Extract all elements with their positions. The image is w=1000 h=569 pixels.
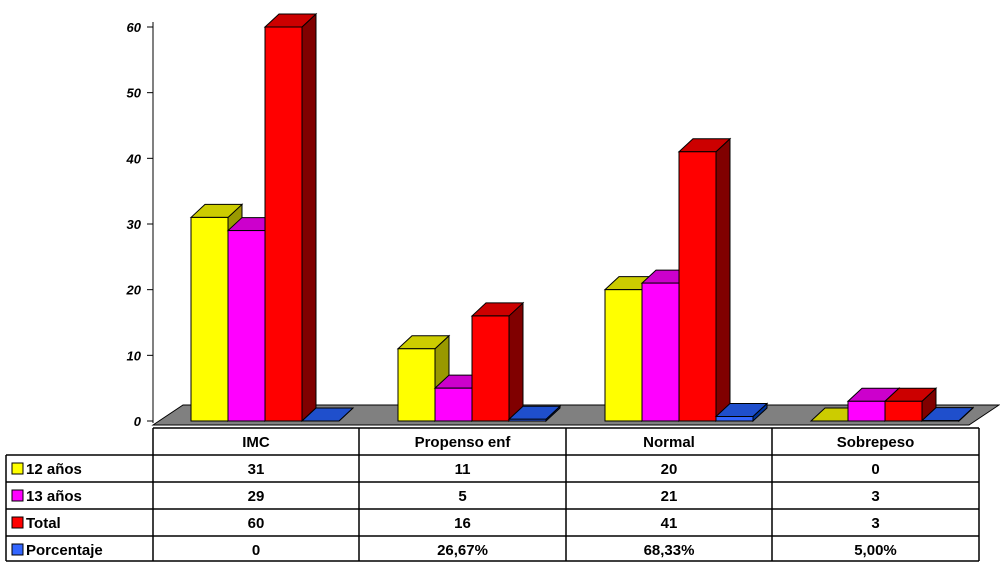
table-cell: 41: [661, 515, 678, 532]
table-cell: 68,33%: [644, 542, 695, 559]
legend-label-12-a-os: 12 años: [26, 461, 82, 478]
bar-total-normal-front: [678, 151, 717, 422]
bar-porcentaje-imc: [300, 407, 355, 422]
bar-total-sobrepeso: [883, 387, 938, 423]
y-tick-label: 0: [134, 414, 142, 429]
table-cell: 21: [661, 488, 678, 505]
bar-12-a-os-propenso-enf-front: [397, 348, 436, 422]
bar-total-imc-side: [301, 12, 317, 423]
table-cell: 16: [454, 515, 471, 532]
y-tick-label: 20: [126, 283, 142, 298]
bar-total-propenso-enf-side: [508, 301, 524, 423]
bar-13-a-os-sobrepeso-front: [847, 400, 886, 422]
bar-12-a-os-imc-front: [190, 216, 229, 422]
y-tick-label: 50: [127, 86, 142, 101]
legend-swatch-porcentaje: [11, 543, 24, 556]
chart-floor: [151, 404, 1000, 426]
table-cell: 3: [871, 515, 879, 532]
legend-swatch-total: [11, 516, 24, 529]
table-cell: 11: [455, 461, 471, 478]
bar-total-imc: [263, 12, 318, 423]
bar-porcentaje-sobrepeso: [920, 406, 975, 423]
bar-13-a-os-imc-front: [227, 230, 266, 422]
y-tick-label: 10: [127, 348, 142, 363]
legend-swatch-13-a-os: [11, 489, 24, 502]
legend-label-porcentaje: Porcentaje: [26, 542, 103, 559]
y-tick-label: 30: [127, 217, 142, 232]
bar-porcentaje-normal-front: [715, 416, 754, 422]
bar-total-normal: [677, 137, 732, 423]
bar-porcentaje-normal: [714, 402, 769, 423]
bar-total-normal-side: [715, 137, 731, 423]
table-cell: 20: [661, 461, 678, 478]
category-label: Normal: [643, 434, 695, 451]
table-cell: 3: [871, 488, 879, 505]
chart-floor-plane: [151, 404, 1000, 426]
y-axis: 0 10 20 30 40 50 60: [126, 20, 154, 429]
bar-13-a-os-propenso-enf-front: [434, 387, 473, 422]
bar-total-propenso-enf: [470, 301, 525, 423]
bar-porcentaje-propenso-enf-front: [508, 418, 547, 422]
table-cell: 31: [248, 461, 265, 478]
table-cell: 5,00%: [854, 542, 897, 559]
table-cell: 29: [248, 488, 265, 505]
bar-total-sobrepeso-front: [884, 400, 923, 422]
table-cell: 0: [252, 542, 260, 559]
bar-total-imc-front: [264, 26, 303, 422]
y-tick-label: 40: [126, 151, 142, 166]
bar-12-a-os-normal-front: [604, 289, 643, 422]
category-label: Sobrepeso: [837, 434, 915, 451]
legend-swatch-12-a-os: [11, 462, 24, 475]
bars: [189, 12, 975, 423]
category-label: IMC: [242, 434, 270, 451]
legend-label-total: Total: [26, 515, 61, 532]
bar-total-propenso-enf-front: [471, 315, 510, 422]
bar-13-a-os-normal-front: [641, 282, 680, 422]
table-cell: 60: [248, 515, 265, 532]
table-cell: 26,67%: [437, 542, 488, 559]
y-tick-label: 60: [127, 20, 142, 35]
table-cell: 0: [871, 461, 879, 478]
legend-label-13-a-os: 13 años: [26, 488, 82, 505]
bar-porcentaje-propenso-enf: [507, 405, 562, 423]
category-label: Propenso enf: [415, 434, 512, 451]
bar-porcentaje-imc-top: [300, 407, 355, 422]
table-cell: 5: [458, 488, 466, 505]
